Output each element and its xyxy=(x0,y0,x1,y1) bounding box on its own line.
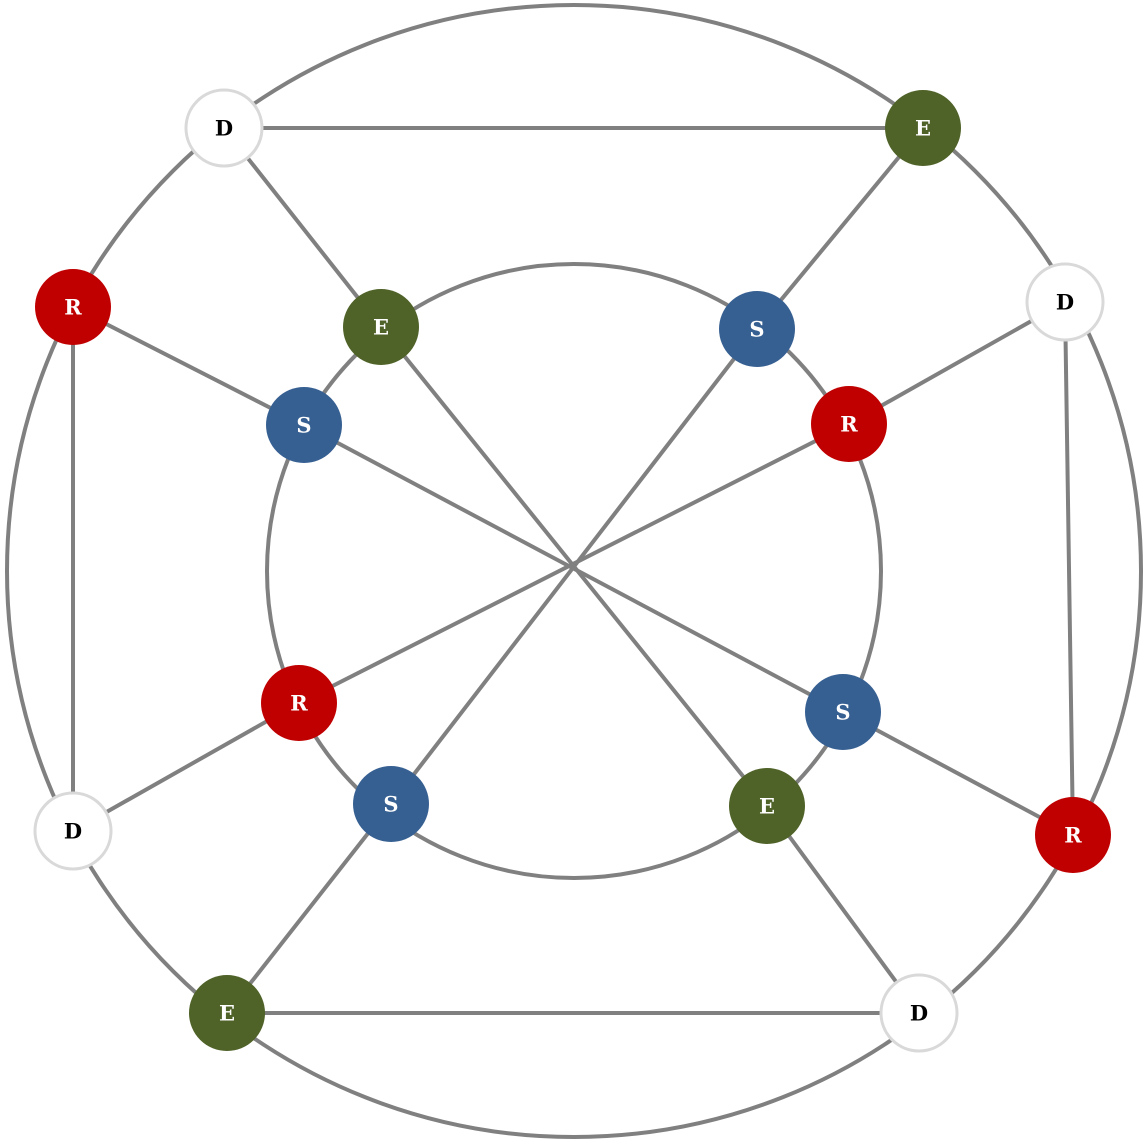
edge-s_in_tr-s_in_bl xyxy=(389,327,759,806)
node-d_br: D xyxy=(879,973,959,1053)
node-circle xyxy=(1025,262,1105,342)
node-s_in_tr: S xyxy=(719,291,795,367)
node-s_in_bl: S xyxy=(353,766,429,842)
edge-e_bl-s_in_bl xyxy=(225,802,393,1015)
node-circle xyxy=(805,674,881,750)
node-circle xyxy=(1035,797,1111,873)
node-d_tl: D xyxy=(184,88,264,168)
node-label: D xyxy=(215,116,233,141)
node-r_in_l: R xyxy=(261,665,337,741)
node-r_r: R xyxy=(1035,797,1111,873)
edge-r_l-s_in_l xyxy=(71,305,306,427)
node-circle xyxy=(811,386,887,462)
outer-ring xyxy=(5,3,1143,1139)
node-label: S xyxy=(835,700,850,725)
node-label: E xyxy=(219,1001,235,1026)
node-label: R xyxy=(64,295,82,320)
node-label: R xyxy=(840,412,858,437)
edge-e_tr-s_in_tr xyxy=(755,126,925,331)
node-circle xyxy=(729,768,805,844)
edges xyxy=(71,126,1075,1015)
node-label: E xyxy=(915,116,931,141)
node-r_in_r: R xyxy=(811,386,887,462)
edge-r_in_r-r_in_l xyxy=(297,422,851,705)
node-label: D xyxy=(1056,290,1074,315)
nodes: D E R D E S S R R S S E D R E D xyxy=(33,88,1111,1053)
node-circle xyxy=(33,791,113,871)
node-label: S xyxy=(296,413,311,438)
inner-ring xyxy=(265,262,883,880)
node-label: S xyxy=(749,317,764,342)
node-d_l: D xyxy=(33,791,113,871)
edge-s_in_l-s_in_r xyxy=(302,423,845,714)
edge-d_r-r_in_r xyxy=(847,300,1067,426)
edge-r_r-s_in_r xyxy=(841,710,1075,837)
node-r_l: R xyxy=(35,269,111,345)
node-e_in_tl: E xyxy=(343,289,419,365)
node-circle xyxy=(189,975,265,1051)
node-d_r: D xyxy=(1025,262,1105,342)
rings xyxy=(5,3,1143,1139)
node-e_in_br: E xyxy=(729,768,805,844)
node-label: S xyxy=(383,792,398,817)
node-s_in_r: S xyxy=(805,674,881,750)
node-circle xyxy=(353,766,429,842)
node-circle xyxy=(719,291,795,367)
node-label: D xyxy=(910,1001,928,1026)
node-label: E xyxy=(759,794,775,819)
node-circle xyxy=(885,90,961,166)
edge-d_br-e_in_br xyxy=(765,804,921,1015)
node-circle xyxy=(35,269,111,345)
node-label: R xyxy=(1064,823,1082,848)
node-e_tr: E xyxy=(885,90,961,166)
node-e_bl: E xyxy=(189,975,265,1051)
edge-d_l-r_in_l xyxy=(71,701,301,833)
node-circle xyxy=(261,665,337,741)
node-circle xyxy=(343,289,419,365)
node-label: D xyxy=(64,819,82,844)
node-circle xyxy=(184,88,264,168)
node-circle xyxy=(266,387,342,463)
edge-d_r-r_r xyxy=(1063,300,1075,837)
edge-d_tl-e_in_tl xyxy=(222,126,383,329)
node-s_in_l: S xyxy=(266,387,342,463)
node-label: E xyxy=(373,315,389,340)
node-label: R xyxy=(290,691,308,716)
node-circle xyxy=(879,973,959,1053)
